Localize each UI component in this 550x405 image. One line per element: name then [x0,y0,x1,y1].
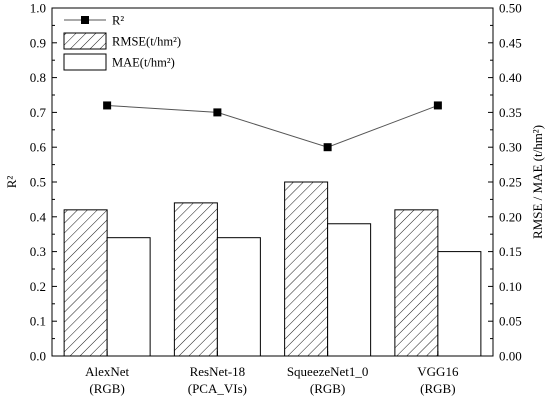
y-right-tick-label: 0.20 [499,209,522,224]
y-left-tick-label: 0.5 [30,175,46,190]
legend-label: R² [112,14,124,28]
y-left-tick-label: 0.0 [30,349,46,364]
legend-mae-swatch [63,53,107,71]
y-axis-right-label: RMSE / MAE (t/hm²) [530,125,545,239]
r2-line-layer [103,101,442,152]
x-category-label: VGG16 (RGB) [417,364,459,396]
mae-bar-3 [327,223,372,357]
rmse-bar-2 [173,202,218,357]
mae-bar-1 [106,237,151,357]
rmse-bar-4 [394,209,439,357]
mae-bar-2 [216,237,261,357]
ticks-layer: 0.0 0.1 0.2 0.3 0.4 0.5 0.6 0.7 0.8 0.9 1.0 0.00 0.0… [30,1,522,397]
y-left-tick-label: 0.2 [30,279,46,294]
x-category-label: AlexNet (RGB) [85,364,129,396]
r2-line [107,104,439,148]
y-right-tick-label: 0.35 [499,105,522,120]
mae-bar-4 [437,251,482,357]
r2-marker-1 [103,101,112,110]
r2-marker-4 [433,101,442,110]
r2-marker-3 [323,143,332,152]
y-right-tick-label: 0.30 [499,140,522,155]
y-right-tick-label: 0.05 [499,314,522,329]
legend-label: MAE(t/hm²) [112,56,175,70]
legend: R² RMSE(t/hm²) MAE(t/hm²) [63,14,181,71]
y-right-tick-label: 0.25 [499,175,522,190]
y-left-tick-label: 0.1 [30,314,46,329]
x-category-label: ResNet-18 (PCA_VIs) [188,364,247,396]
y-axis-left-label: R² [4,176,19,189]
y-left-tick-label: 0.3 [30,244,46,259]
x-category-label: SqueezeNet1_0 (RGB) [287,364,369,396]
y-left-tick-label: 0.6 [30,140,47,155]
y-right-tick-label: 0.45 [499,35,522,50]
y-right-tick-label: 0.50 [499,1,522,16]
y-left-tick-label: 0.4 [30,209,47,224]
rmse-bar-3 [284,181,329,357]
rmse-bar-1 [63,209,108,357]
y-left-tick-label: 0.7 [30,105,47,120]
y-right-tick-label: 0.40 [499,70,522,85]
y-left-tick-label: 1.0 [30,1,46,16]
legend-rmse-swatch [63,32,107,50]
y-right-tick-label: 0.10 [499,279,522,294]
y-left-tick-label: 0.8 [30,70,46,85]
y-left-tick-label: 0.9 [30,35,46,50]
bars-layer [63,181,482,357]
r2-marker-2 [213,108,222,117]
y-right-tick-label: 0.15 [499,244,522,259]
legend-label: RMSE(t/hm²) [112,35,181,49]
legend-r2-swatch-marker [81,16,89,24]
y-right-tick-label: 0.00 [499,349,522,364]
